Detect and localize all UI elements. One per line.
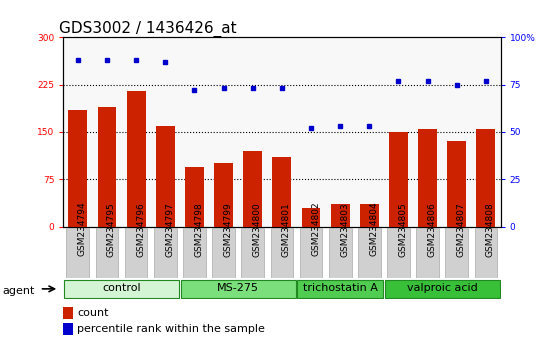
- FancyBboxPatch shape: [181, 280, 295, 298]
- Bar: [68, 110, 87, 227]
- Text: count: count: [77, 308, 108, 318]
- Text: GSM234804: GSM234804: [370, 202, 378, 256]
- FancyBboxPatch shape: [300, 228, 322, 278]
- Text: GSM234807: GSM234807: [456, 202, 466, 257]
- Text: valproic acid: valproic acid: [407, 284, 477, 293]
- Bar: [97, 107, 117, 227]
- Bar: [301, 207, 321, 227]
- Bar: [243, 151, 262, 227]
- FancyBboxPatch shape: [446, 228, 468, 278]
- Text: control: control: [102, 284, 141, 293]
- Bar: [272, 157, 292, 227]
- Bar: [185, 167, 204, 227]
- FancyBboxPatch shape: [241, 228, 264, 278]
- Bar: [418, 129, 437, 227]
- Bar: [126, 91, 146, 227]
- FancyBboxPatch shape: [271, 228, 293, 278]
- Text: GSM234795: GSM234795: [107, 202, 116, 257]
- Text: GSM234796: GSM234796: [136, 202, 145, 257]
- Text: MS-275: MS-275: [217, 284, 259, 293]
- Text: GSM234805: GSM234805: [398, 202, 408, 257]
- FancyBboxPatch shape: [212, 228, 235, 278]
- Bar: [389, 132, 408, 227]
- Text: GSM234802: GSM234802: [311, 202, 320, 256]
- FancyBboxPatch shape: [125, 228, 147, 278]
- FancyBboxPatch shape: [329, 228, 351, 278]
- FancyBboxPatch shape: [183, 228, 206, 278]
- FancyBboxPatch shape: [64, 280, 179, 298]
- FancyBboxPatch shape: [358, 228, 381, 278]
- Bar: [331, 205, 350, 227]
- FancyBboxPatch shape: [67, 228, 89, 278]
- Bar: [214, 164, 233, 227]
- Text: GDS3002 / 1436426_at: GDS3002 / 1436426_at: [59, 21, 236, 37]
- Text: GSM234798: GSM234798: [195, 202, 204, 257]
- Text: GSM234801: GSM234801: [282, 202, 291, 257]
- FancyBboxPatch shape: [475, 228, 497, 278]
- Bar: [476, 129, 496, 227]
- FancyBboxPatch shape: [387, 228, 410, 278]
- Text: GSM234808: GSM234808: [486, 202, 495, 257]
- FancyBboxPatch shape: [385, 280, 499, 298]
- Bar: [447, 141, 466, 227]
- FancyBboxPatch shape: [154, 228, 177, 278]
- Text: trichostatin A: trichostatin A: [302, 284, 378, 293]
- FancyBboxPatch shape: [416, 228, 439, 278]
- Text: GSM234797: GSM234797: [165, 202, 174, 257]
- Bar: [360, 205, 379, 227]
- Text: GSM234803: GSM234803: [340, 202, 349, 257]
- FancyBboxPatch shape: [298, 280, 383, 298]
- Text: percentile rank within the sample: percentile rank within the sample: [77, 324, 265, 334]
- Bar: [156, 126, 175, 227]
- Text: GSM234794: GSM234794: [78, 202, 87, 256]
- Text: GSM234806: GSM234806: [427, 202, 437, 257]
- Text: GSM234799: GSM234799: [223, 202, 233, 257]
- FancyBboxPatch shape: [96, 228, 118, 278]
- Text: GSM234800: GSM234800: [252, 202, 262, 257]
- Text: agent: agent: [3, 286, 35, 296]
